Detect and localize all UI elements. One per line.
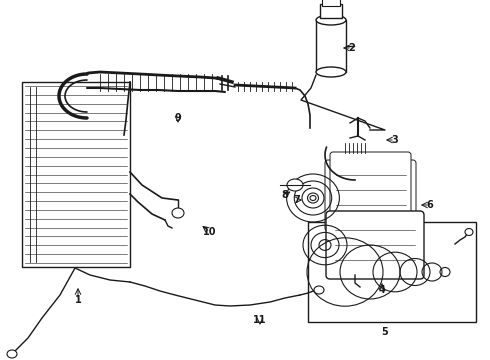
- Text: 6: 6: [427, 200, 433, 210]
- Bar: [322, 0, 340, 6]
- Ellipse shape: [310, 195, 316, 201]
- Text: 9: 9: [174, 113, 181, 123]
- Ellipse shape: [287, 179, 303, 191]
- Text: 10: 10: [203, 227, 217, 237]
- Text: 8: 8: [282, 190, 289, 200]
- Text: 2: 2: [348, 43, 355, 53]
- Ellipse shape: [314, 286, 324, 294]
- Bar: [320, 4, 342, 18]
- Ellipse shape: [465, 229, 473, 235]
- Text: 1: 1: [74, 295, 81, 305]
- Bar: [22, 82, 130, 267]
- Text: 11: 11: [253, 315, 267, 325]
- Ellipse shape: [316, 67, 346, 77]
- Ellipse shape: [316, 15, 346, 25]
- Text: 3: 3: [392, 135, 398, 145]
- FancyBboxPatch shape: [330, 152, 411, 238]
- Text: 4: 4: [379, 285, 385, 295]
- Bar: [316, 20, 346, 72]
- Ellipse shape: [7, 350, 17, 358]
- FancyBboxPatch shape: [326, 211, 424, 279]
- FancyBboxPatch shape: [325, 160, 416, 231]
- Text: 7: 7: [294, 195, 300, 205]
- Ellipse shape: [172, 208, 184, 218]
- Text: 5: 5: [382, 327, 389, 337]
- Bar: [308, 222, 476, 322]
